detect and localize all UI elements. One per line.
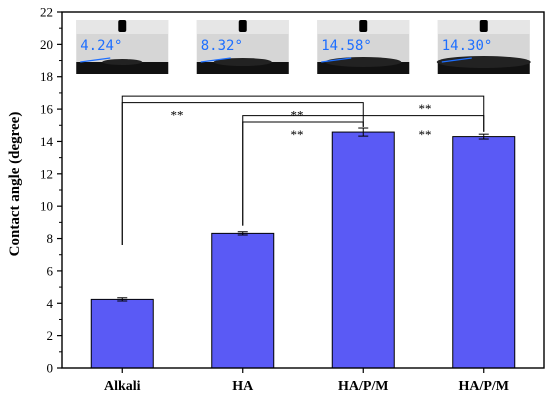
angle-label: 8.32° <box>201 38 243 54</box>
x-tick-label: Alkali <box>104 379 141 394</box>
needle <box>238 20 247 32</box>
substrate <box>196 62 289 74</box>
needle <box>118 20 127 32</box>
y-tick-label: 2 <box>47 328 54 343</box>
significance-label: ** <box>291 108 304 123</box>
significance-label: ** <box>291 127 304 142</box>
x-tick-label: HA/P/M <box>338 379 389 394</box>
axes: 0 2 4 6 8 10 12 14 16 18 20 22 Alkali HA HA/P/M HA/P/M <box>40 5 545 394</box>
bar <box>331 131 395 369</box>
droplet <box>213 58 272 66</box>
droplet-image: 14.58° <box>317 20 410 74</box>
y-tick-label: 22 <box>40 5 53 20</box>
angle-line <box>441 57 472 63</box>
significance-label: ** <box>419 127 432 142</box>
angle-line <box>321 57 352 63</box>
significance-bracket <box>242 115 485 226</box>
angle-label: 14.30° <box>442 38 493 54</box>
bar <box>90 298 154 369</box>
x-tick-label: HA/P/M <box>458 379 509 394</box>
y-tick-label: 12 <box>40 166 53 181</box>
significance-brackets: ** ** ** ** ** <box>121 95 485 246</box>
droplet-image: 14.30° <box>436 20 531 74</box>
y-tick-label: 0 <box>47 361 54 376</box>
droplet-image: 8.32° <box>196 20 289 74</box>
bar <box>211 232 275 369</box>
droplet <box>102 59 143 65</box>
needle <box>359 20 368 32</box>
y-tick-label: 6 <box>47 263 54 278</box>
y-axis-label: Contact angle (degree) <box>7 112 23 257</box>
needle <box>479 20 488 32</box>
y-tick-label: 14 <box>40 134 54 149</box>
angle-line <box>80 57 111 63</box>
droplet-images: 4.24° 8.32° 14.58° 14.30° <box>76 20 531 74</box>
y-tick-label: 16 <box>40 102 54 117</box>
angle-label: 4.24° <box>80 38 122 54</box>
significance-label: ** <box>171 108 184 123</box>
y-tick-label: 8 <box>47 231 54 246</box>
significance-bracket <box>121 95 485 246</box>
droplet-image: 4.24° <box>76 20 169 74</box>
bar <box>452 136 516 369</box>
y-tick-label: 10 <box>40 199 53 214</box>
y-tick-label: 20 <box>40 37 53 52</box>
droplet <box>325 57 402 67</box>
angle-line <box>200 57 231 63</box>
bars <box>90 127 516 369</box>
droplet <box>436 56 531 68</box>
substrate <box>76 62 169 74</box>
y-tick-label: 18 <box>40 69 53 84</box>
angle-label: 14.58° <box>321 38 372 54</box>
y-tick-label: 4 <box>47 296 54 311</box>
x-tick-label: HA <box>232 379 254 394</box>
significance-label: ** <box>419 101 432 116</box>
